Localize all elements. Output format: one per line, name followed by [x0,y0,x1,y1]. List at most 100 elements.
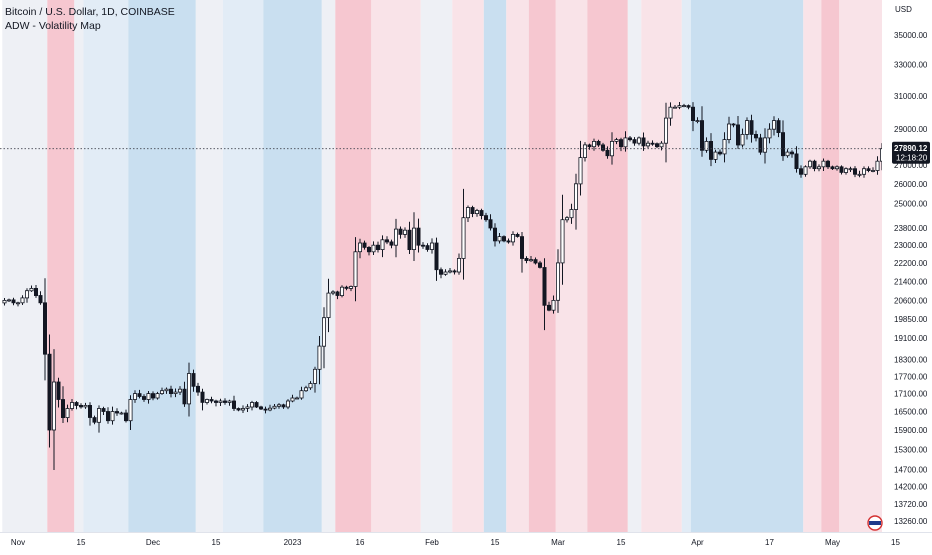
candle-body [641,137,646,147]
candle-body [204,399,209,403]
candle-body [709,140,714,160]
candle [344,285,349,291]
candle [501,235,506,243]
candle [727,116,732,144]
candle-body [150,393,155,399]
candle-body [533,259,538,264]
candle-body [429,242,434,250]
candle-body [182,388,187,405]
candle-body [817,166,822,170]
candle [722,132,727,163]
candle [650,140,655,146]
candle-body [776,120,781,133]
candle-body [222,400,227,403]
candle-body [700,120,705,151]
candle [29,285,34,292]
price-tick-label: 22200.00 [894,259,928,268]
candle-body [749,120,754,135]
candle [290,394,295,403]
last-price-label-bg [892,141,930,164]
candle [191,369,196,392]
candle [425,243,430,252]
candle-body [312,368,317,384]
candle-body [227,400,232,403]
candle-body [722,139,727,155]
candle [168,385,173,398]
candle [839,165,844,175]
candle-body [592,140,597,148]
candle [821,158,826,171]
candle [781,120,786,161]
candle [637,136,642,146]
candle-body [578,157,583,185]
candle [204,398,209,405]
price-tick-label: 19100.00 [894,334,928,343]
candle-body [384,239,389,243]
candle-body [15,302,20,305]
candle [2,298,7,306]
candle-body [70,402,75,409]
candle [461,188,466,280]
candle [601,142,606,152]
candle [366,246,371,256]
candle-body [317,345,322,370]
time-tick-label: 15 [77,538,86,547]
candle [578,140,583,196]
price-tick-label: 17700.00 [894,372,928,381]
candle-body [529,259,534,262]
candle-body [2,299,7,304]
time-axis: Nov15Dec15202316Feb15Mar15Apr17May15Jun [0,532,932,550]
candle [281,403,286,409]
candle [713,149,718,163]
candle [146,391,151,404]
candle [515,232,520,238]
price-axis-background [882,0,932,550]
candle-body [344,286,349,289]
price-tick-label: 20600.00 [894,296,928,305]
candle-body [88,404,93,418]
time-tick-label: 15 [491,538,500,547]
candle-body [551,299,556,311]
candle [551,295,556,314]
candle-body [249,402,254,408]
candle [227,399,232,406]
candle-body [272,405,277,409]
candle-body [263,408,268,411]
candle [853,166,858,178]
candle [812,159,817,172]
candle [808,159,813,169]
candle-body [623,137,628,148]
candle-body [583,144,588,158]
symbol-title[interactable]: Bitcoin / U.S. Dollar, 1D, COINBASE [5,6,175,18]
candle [470,205,475,218]
candle-body [173,391,178,395]
candle [110,406,115,425]
candle [569,203,574,224]
candle [38,291,43,305]
indicator-title[interactable]: ADW - Volatility Map [5,20,101,32]
candle [407,221,412,254]
candle [267,404,272,412]
candle-body [24,290,29,299]
candle [443,269,448,276]
candle-body [380,239,385,251]
volatility-band [821,0,840,532]
candle [817,164,822,172]
candle [402,227,407,238]
candle [11,297,16,306]
candle [357,238,362,259]
candle [375,241,380,253]
candle-body [569,209,574,219]
candle [186,362,191,417]
candle-body [115,411,120,414]
volatility-band [263,0,322,532]
candle [565,216,570,223]
candle [70,399,75,411]
candle [447,268,452,274]
candle-body [195,385,200,393]
candle [862,166,867,178]
candle [326,278,331,333]
candle-body [159,390,164,395]
